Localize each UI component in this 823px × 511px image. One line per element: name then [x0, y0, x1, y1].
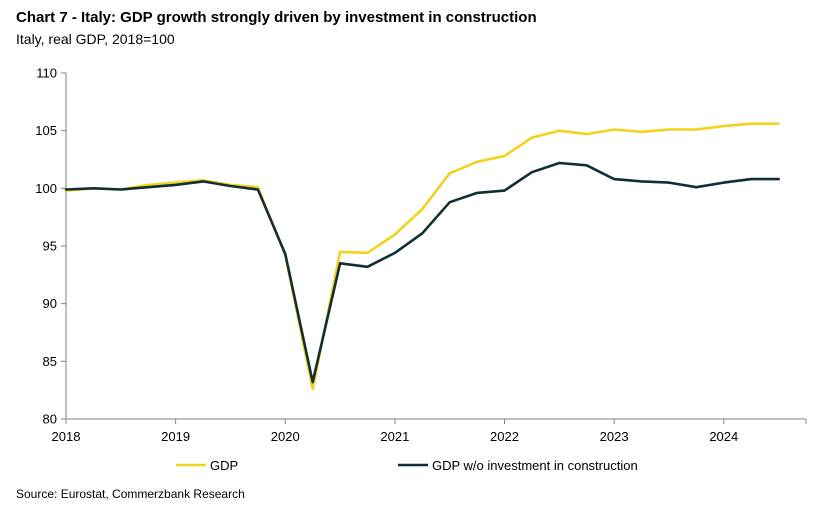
- y-tick-label: 105: [35, 123, 57, 138]
- legend-label-gdp: GDP: [210, 458, 238, 473]
- y-tick-label: 85: [43, 354, 57, 369]
- x-tick-label: 2020: [271, 429, 300, 444]
- y-tick-label: 95: [43, 239, 57, 254]
- chart-title: Chart 7 - Italy: GDP growth strongly dri…: [16, 9, 537, 26]
- series-line-gdp: [64, 122, 780, 391]
- source-note: Source: Eurostat, Commerzbank Research: [16, 487, 245, 501]
- y-tick-label: 90: [43, 296, 57, 311]
- x-tick-label: 2023: [600, 429, 629, 444]
- x-tick-label: 2018: [52, 429, 81, 444]
- y-tick-label: 80: [43, 412, 57, 427]
- series-line-gdp-wo-construction: [64, 161, 780, 384]
- x-tick-label: 2024: [709, 429, 738, 444]
- x-tick-label: 2019: [161, 429, 190, 444]
- chart-subtitle: Italy, real GDP, 2018=100: [16, 31, 175, 47]
- y-tick-label: 110: [36, 66, 57, 81]
- x-tick-label: 2021: [380, 429, 409, 444]
- y-tick-label: 100: [35, 181, 57, 196]
- legend-label-gdp-wo-construction: GDP w/o investment in construction: [432, 458, 638, 473]
- x-tick-label: 2022: [490, 429, 519, 444]
